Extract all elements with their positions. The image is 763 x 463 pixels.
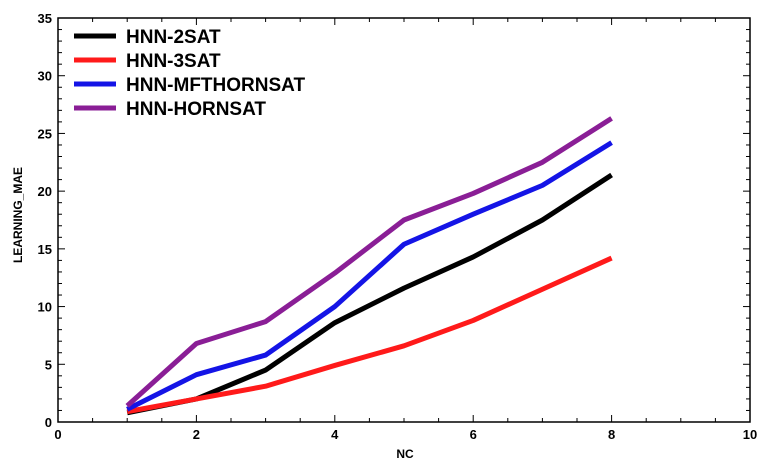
series-line-hnn-mfthornsat [126,140,613,412]
series-lines [125,116,613,416]
series-line-hnn-2sat [126,172,613,416]
series-line-hnn-hornsat [125,116,613,408]
x-tick-label: 4 [331,427,339,442]
y-axis-title: LEARNING_MAE [11,167,25,263]
x-tick-label: 10 [743,427,757,442]
y-tick-label: 5 [45,357,52,372]
x-tick-label: 0 [54,427,61,442]
legend: HNN-2SAT HNN-3SAT HNN-MFTHORNSAT HNN-HORNSA… [74,27,305,120]
x-tick-label: 6 [470,427,477,442]
x-tick-label: 2 [193,427,200,442]
y-tick-label: 25 [38,126,52,141]
y-tick-label: 20 [38,184,52,199]
legend-label: HNN-MFTHORNSAT [126,75,305,96]
axes: 0 2 4 6 8 10 0 5 10 15 20 25 30 35 [38,11,758,442]
legend-label: HNN-3SAT [126,51,221,72]
x-axis-title: NC [396,447,414,461]
y-tick-label: 15 [38,242,52,257]
y-tick-label: 0 [45,415,52,430]
x-tick-label: 8 [608,427,615,442]
series-line-hnn-3sat [126,255,613,415]
legend-label: HNN-2SAT [126,27,221,48]
legend-label: HNN-HORNSAT [126,99,266,120]
y-tick-label: 30 [38,69,52,84]
y-tick-label: 10 [38,300,52,315]
y-tick-label: 35 [38,11,52,26]
